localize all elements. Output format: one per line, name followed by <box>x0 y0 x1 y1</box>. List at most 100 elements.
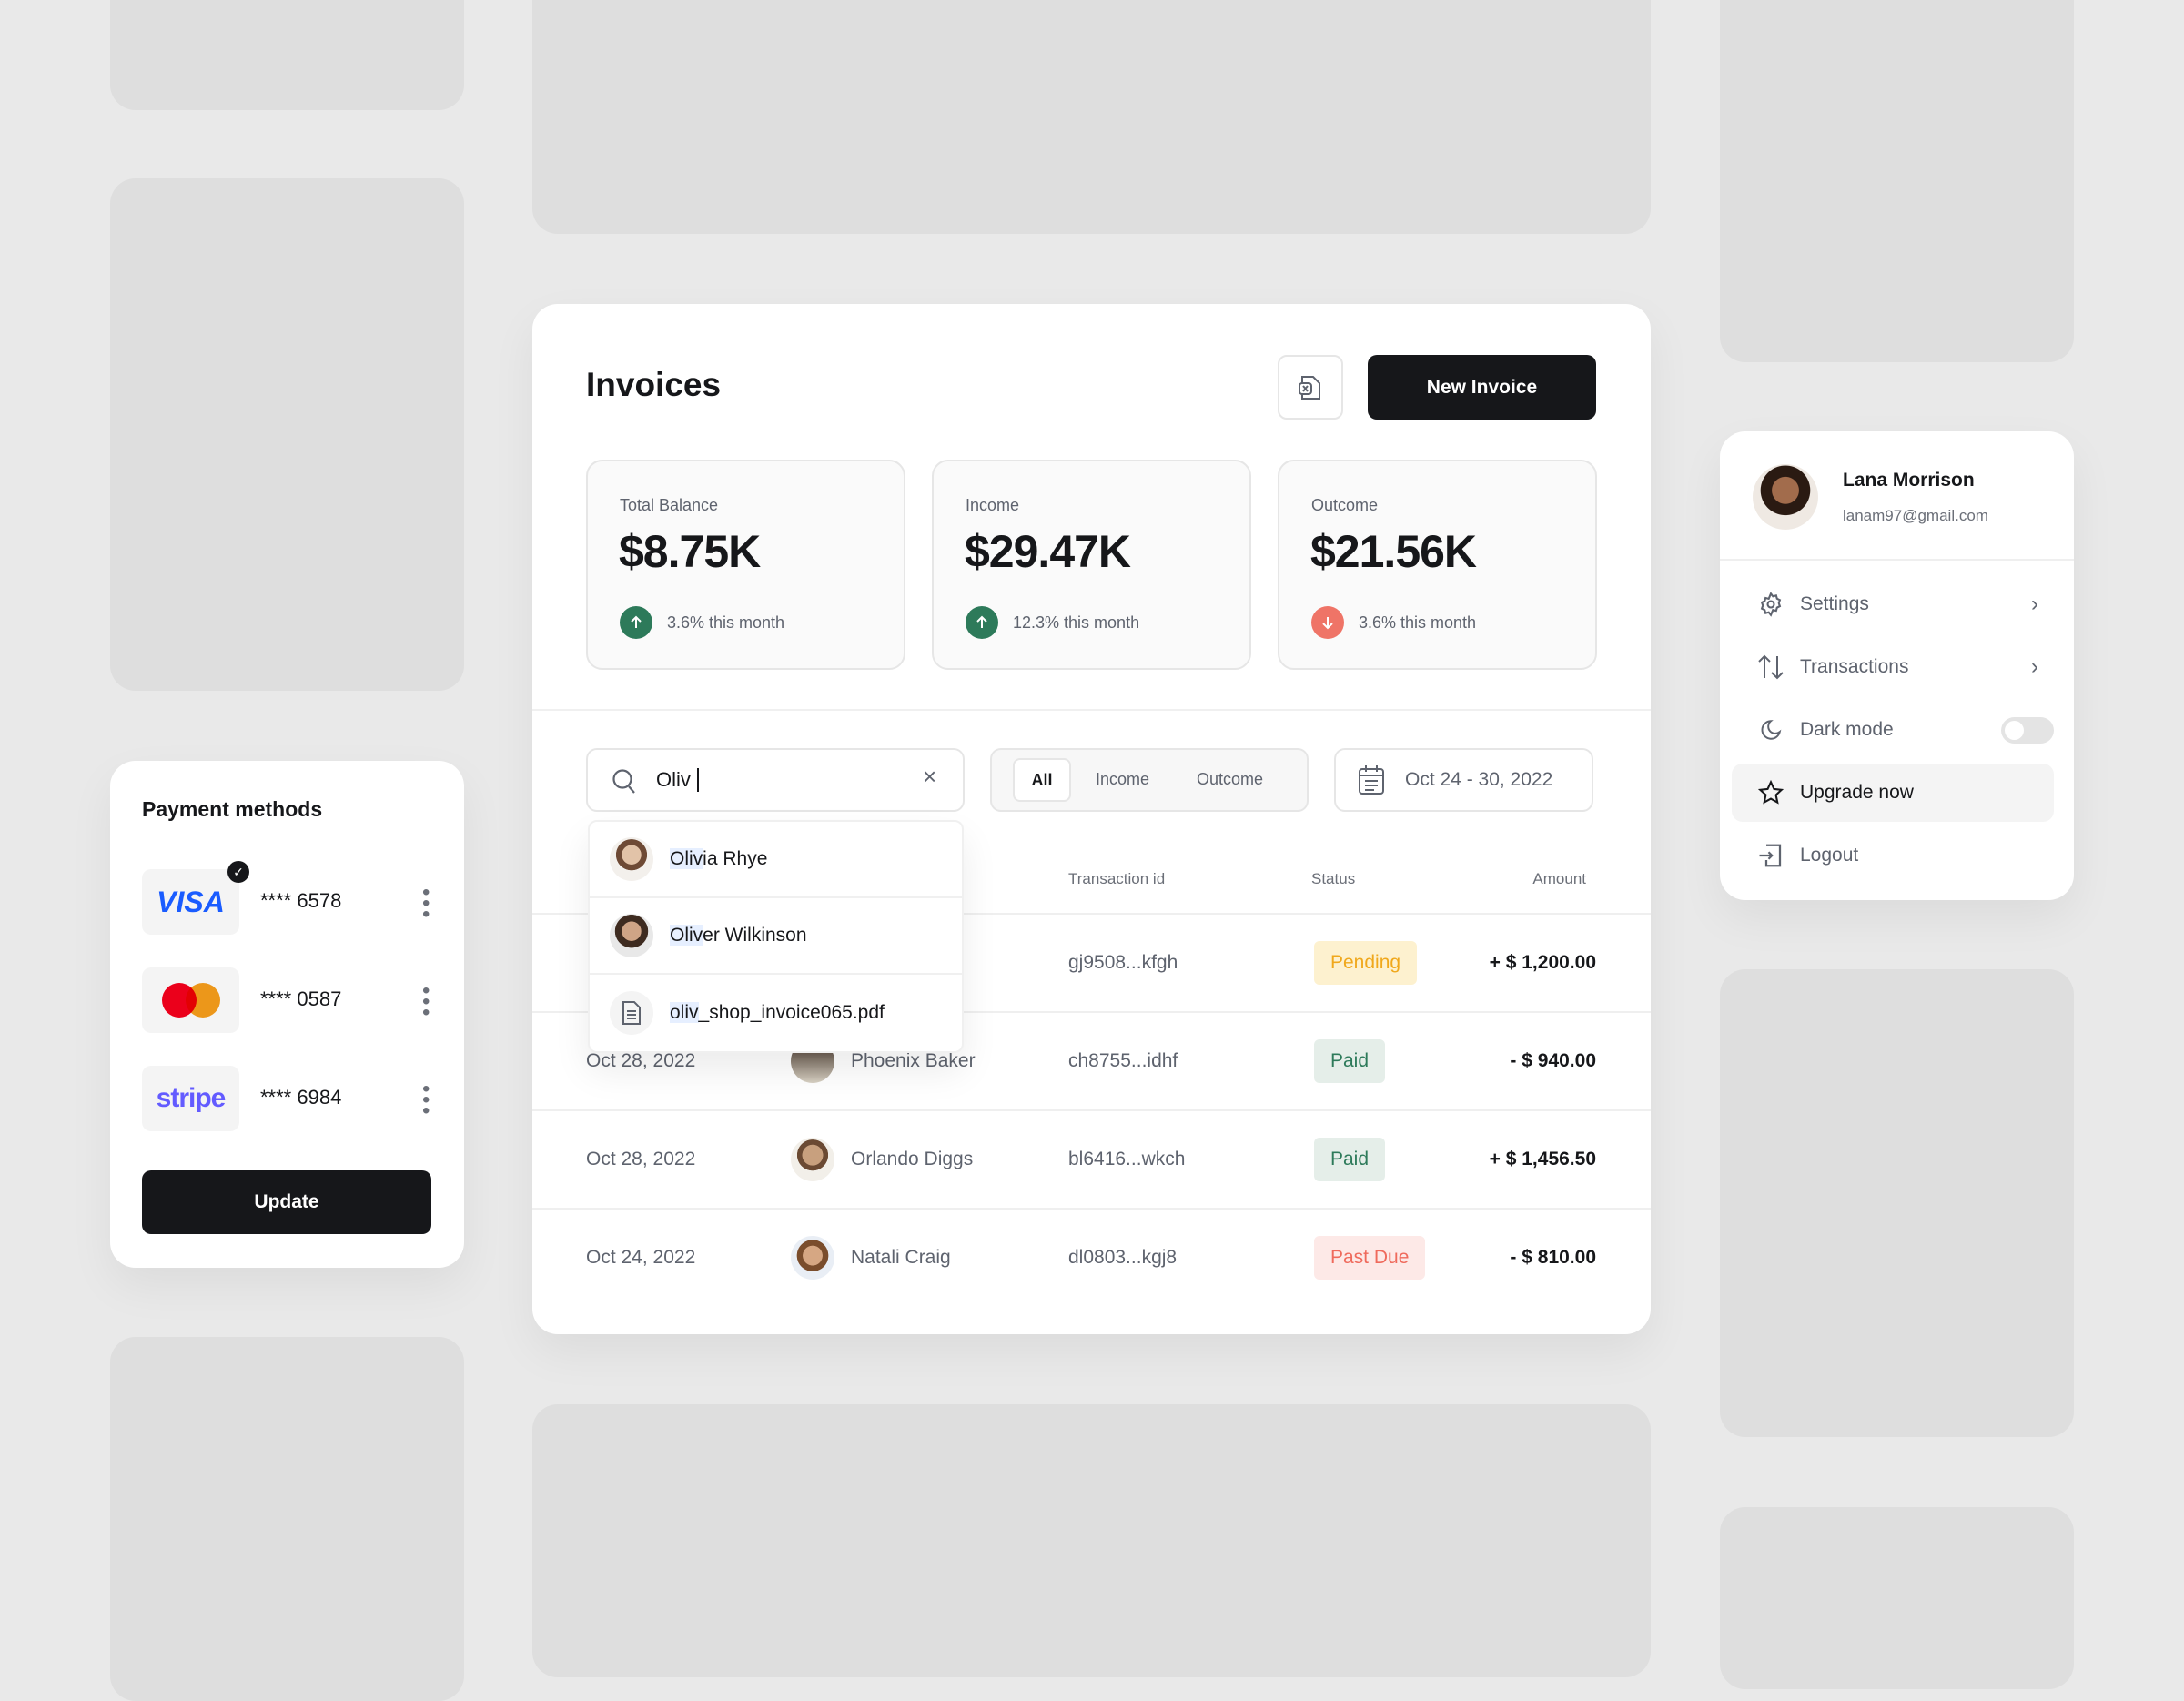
row-divider <box>532 1109 1651 1111</box>
stat-trend: 3.6% this month <box>667 613 785 632</box>
file-icon <box>610 991 653 1035</box>
stat-value: $29.47K <box>965 526 1131 577</box>
payment-card-row[interactable]: stripe **** 6984 • • • <box>142 1066 433 1131</box>
placeholder-block <box>1720 0 2074 362</box>
suggestion-text: _shop_invoice065.pdf <box>698 1002 885 1023</box>
excel-export-icon <box>1299 375 1320 400</box>
profile-menu-card: Lana Morrison lanam97@gmail.com Settings… <box>1720 431 2074 900</box>
date-range-picker[interactable]: Oct 24 - 30, 2022 <box>1334 748 1593 812</box>
stripe-logo: stripe <box>156 1083 227 1113</box>
placeholder-block <box>110 1337 464 1701</box>
status-badge: Past Due <box>1314 1236 1426 1280</box>
filter-outcome[interactable]: Outcome <box>1197 770 1264 788</box>
card-number: **** 0587 <box>260 987 342 1010</box>
search-suggestions-dropdown: Olivia Rhye Oliver Wilkinson oliv_shop_inv… <box>588 820 964 1053</box>
column-header-amount[interactable]: Amount <box>1532 870 1586 887</box>
column-header-transaction: Transaction id <box>1068 870 1166 887</box>
menu-item-logout[interactable]: Logout <box>1720 826 2074 885</box>
menu-item-transactions[interactable]: Transactions › <box>1720 638 2074 696</box>
more-options-icon[interactable]: • • • <box>422 978 430 1025</box>
stat-trend: 12.3% this month <box>1013 613 1140 632</box>
placeholder-block <box>110 0 464 110</box>
stat-label: Income <box>966 496 1020 514</box>
placeholder-block <box>532 0 1651 234</box>
row-amount: + $ 1,456.50 <box>1489 1149 1596 1169</box>
more-options-icon[interactable]: • • • <box>422 880 430 926</box>
stat-value: $21.56K <box>1310 526 1477 577</box>
column-header-status: Status <box>1311 870 1356 887</box>
search-icon <box>612 769 635 794</box>
row-transaction-id: dl0803...kgj8 <box>1068 1247 1178 1268</box>
more-options-icon[interactable]: • • • <box>422 1077 430 1123</box>
status-badge: Paid <box>1314 1138 1386 1181</box>
text-cursor <box>697 768 699 792</box>
customer-avatar <box>791 1236 834 1280</box>
suggestion-item[interactable]: oliv_shop_invoice065.pdf <box>590 975 962 1051</box>
row-customer: Natali Craig <box>851 1247 951 1268</box>
filter-income[interactable]: Income <box>1096 770 1150 788</box>
calendar-icon <box>1359 765 1384 795</box>
divider <box>1720 559 2074 561</box>
menu-item-label: Settings <box>1800 593 1869 614</box>
payment-methods-card: Payment methods VISA ✓ **** 6578 • • • ***… <box>110 761 464 1268</box>
date-range-label: Oct 24 - 30, 2022 <box>1405 769 1553 790</box>
row-date: Oct 28, 2022 <box>586 1149 696 1169</box>
suggestion-item[interactable]: Oliver Wilkinson <box>590 898 962 975</box>
stat-card-outcome: Outcome $21.56K 3.6% this month <box>1278 460 1597 670</box>
search-input[interactable]: Oliv × <box>586 748 965 812</box>
visa-logo: VISA <box>157 885 225 918</box>
row-amount: - $ 940.00 <box>1510 1050 1596 1071</box>
selected-check-icon: ✓ <box>228 861 249 883</box>
stat-card-total-balance: Total Balance $8.75K 3.6% this month <box>586 460 905 670</box>
menu-item-settings[interactable]: Settings › <box>1720 575 2074 633</box>
match-highlight: Oliv <box>670 848 703 869</box>
trend-arrow-up-icon <box>620 606 652 639</box>
status-badge: Pending <box>1314 941 1418 985</box>
match-highlight: oliv <box>670 1002 699 1023</box>
placeholder-block <box>1720 1507 2074 1689</box>
filter-all[interactable]: All <box>1013 758 1071 802</box>
page-title: Invoices <box>586 366 722 403</box>
profile-name: Lana Morrison <box>1843 470 1975 491</box>
payment-methods-title: Payment methods <box>142 797 323 821</box>
stat-label: Outcome <box>1311 496 1379 514</box>
card-number: **** 6984 <box>260 1086 342 1109</box>
avatar <box>1753 464 1818 530</box>
chevron-right-icon: › <box>2031 592 2038 616</box>
clear-icon[interactable]: × <box>923 763 937 790</box>
search-value: Oliv <box>656 768 691 791</box>
divider <box>532 709 1651 711</box>
row-transaction-id: ch8755...idhf <box>1068 1050 1178 1071</box>
chevron-right-icon: › <box>2031 654 2038 679</box>
stat-trend: 3.6% this month <box>1359 613 1477 632</box>
menu-item-label: Transactions <box>1800 656 1909 677</box>
menu-item-upgrade-now[interactable]: Upgrade now <box>1732 764 2054 822</box>
gear-icon <box>1756 590 1785 619</box>
payment-card-row[interactable]: **** 0587 • • • <box>142 967 433 1033</box>
suggestion-item[interactable]: Olivia Rhye <box>590 822 962 898</box>
stat-card-income: Income $29.47K 12.3% this month <box>932 460 1251 670</box>
menu-item-dark-mode[interactable]: Dark mode <box>1720 701 2074 759</box>
update-button[interactable]: Update <box>142 1170 431 1234</box>
suggestion-avatar <box>610 837 653 881</box>
export-button[interactable] <box>1278 355 1343 420</box>
arrows-up-down-icon <box>1756 653 1785 682</box>
placeholder-block <box>1720 969 2074 1437</box>
row-divider <box>532 1011 1651 1013</box>
row-customer: Phoenix Baker <box>851 1050 976 1071</box>
trend-arrow-up-icon <box>966 606 998 639</box>
row-amount: + $ 1,200.00 <box>1489 952 1596 973</box>
row-date: Oct 24, 2022 <box>586 1247 696 1268</box>
mastercard-logo <box>161 983 220 1018</box>
moon-icon <box>1756 715 1785 744</box>
new-invoice-button[interactable]: New Invoice <box>1368 355 1596 420</box>
dark-mode-toggle[interactable] <box>2001 717 2054 744</box>
suggestion-avatar <box>610 914 653 957</box>
logout-icon <box>1756 841 1785 870</box>
placeholder-block <box>110 178 464 691</box>
payment-card-row[interactable]: VISA ✓ **** 6578 • • • <box>142 861 433 935</box>
stat-value: $8.75K <box>619 526 761 577</box>
customer-avatar <box>791 1138 834 1181</box>
menu-item-label: Logout <box>1800 845 1859 866</box>
trend-arrow-down-icon <box>1311 606 1344 639</box>
